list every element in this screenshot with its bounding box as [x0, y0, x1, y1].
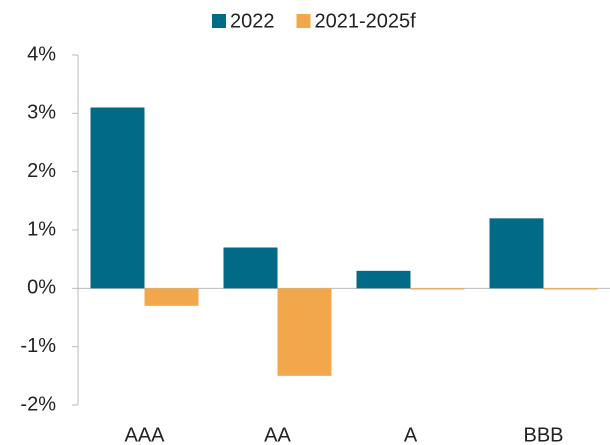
x-tick-label: AA: [264, 424, 291, 445]
bar: [410, 288, 465, 290]
bar: [223, 247, 278, 289]
y-tick-label: 3%: [27, 102, 56, 124]
legend-swatch: [212, 14, 226, 28]
legend-swatch: [296, 14, 311, 28]
legend-label: 2022: [230, 10, 275, 32]
bar: [489, 218, 544, 289]
bar: [356, 270, 411, 289]
y-tick-label: 1%: [27, 218, 56, 240]
legend-label: 2021-2025f: [315, 10, 417, 32]
y-tick-label: 0%: [27, 277, 56, 299]
bar: [543, 288, 598, 290]
y-tick-label: 2%: [27, 160, 56, 182]
bar: [90, 107, 145, 289]
y-tick-label: -1%: [20, 335, 56, 357]
x-tick-label: A: [404, 424, 418, 445]
x-tick-label: BBB: [523, 424, 563, 445]
bar: [277, 288, 332, 376]
x-tick-label: AAA: [124, 424, 165, 445]
y-tick-label: -2%: [20, 393, 56, 415]
bar: [144, 288, 199, 306]
y-tick-label: 4%: [27, 43, 56, 65]
